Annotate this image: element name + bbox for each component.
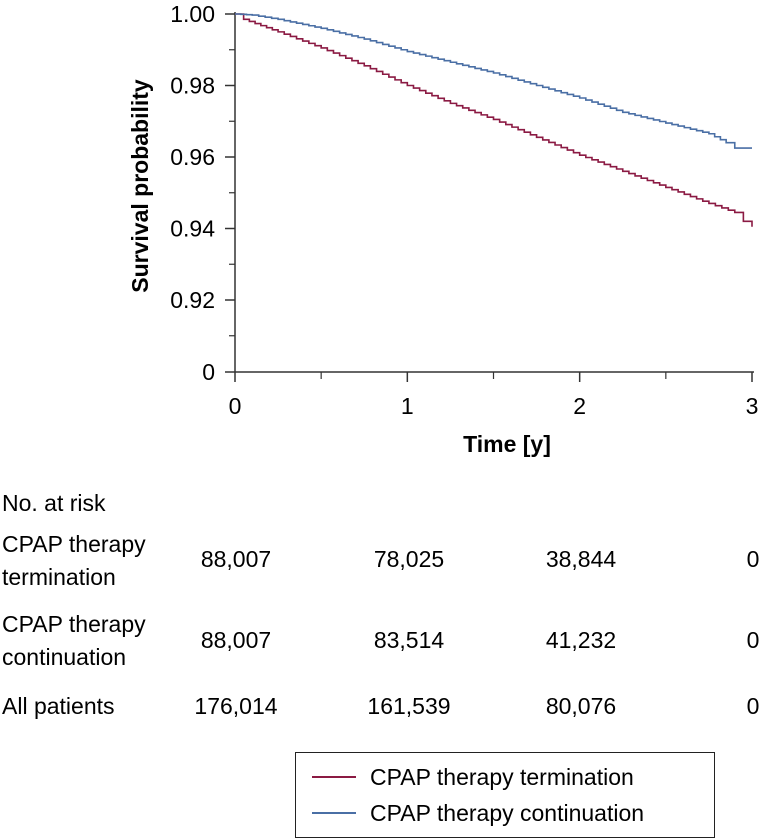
risk-value-t2: 38,844 <box>545 546 617 572</box>
risk-value-t1: 83,514 <box>373 627 445 653</box>
series-line-continuation <box>235 13 752 149</box>
risk-row-label: CPAP therapy <box>2 531 146 557</box>
risk-value-t3: 0 <box>746 546 760 572</box>
legend-item-termination: CPAP therapy termination <box>296 759 634 795</box>
y-tick-label: 0.98 <box>170 73 215 99</box>
risk-table-header: No. at risk <box>2 490 106 516</box>
risk-value-t1: 78,025 <box>373 546 445 572</box>
legend-item-continuation: CPAP therapy continuation <box>296 795 644 831</box>
risk-value-t1: 161,539 <box>367 693 451 719</box>
risk-row-label: CPAP therapy <box>2 611 146 637</box>
risk-row-label-cont: termination <box>2 564 116 590</box>
series-line-termination <box>235 13 753 227</box>
risk-row-label: All patients <box>2 693 115 719</box>
y-axis-title: Survival probability <box>127 79 153 293</box>
risk-value-t2: 41,232 <box>545 627 617 653</box>
risk-value-t0: 176,014 <box>194 693 278 719</box>
risk-value-t2: 80,076 <box>545 693 617 719</box>
x-tick-label: 3 <box>746 393 759 419</box>
y-tick-label-zero: 0 <box>202 359 215 385</box>
y-tick-label: 0.96 <box>170 144 215 170</box>
risk-value-t3: 0 <box>746 693 760 719</box>
legend-swatch-termination <box>312 776 356 778</box>
chart-series-layer <box>235 13 753 227</box>
legend-label-continuation: CPAP therapy continuation <box>370 799 645 826</box>
chart-axes: 1.00 0.98 0.96 0.94 0.92 00 1 2 3 <box>170 1 758 419</box>
risk-value-t0: 88,007 <box>200 546 272 572</box>
risk-value-t3: 0 <box>746 627 760 653</box>
chart-labels-layer: Time [y] Survival probability <box>127 79 551 457</box>
x-tick-label: 2 <box>573 393 586 419</box>
survival-chart: 1.00 0.98 0.96 0.94 0.92 00 1 2 3 Time [y] Survi… <box>127 1 758 457</box>
chart-legend: CPAP therapy termination CPAP therapy co… <box>295 752 715 838</box>
risk-row-label-cont: continuation <box>2 644 127 670</box>
y-tick-label: 1.00 <box>170 1 215 27</box>
legend-swatch-continuation <box>312 812 356 814</box>
x-tick-label: 1 <box>401 393 414 419</box>
legend-label-termination: CPAP therapy termination <box>370 763 634 790</box>
risk-value-t0: 88,007 <box>200 627 272 653</box>
y-tick-label: 0.92 <box>170 287 215 313</box>
x-tick-label: 0 <box>229 393 242 419</box>
y-tick-label: 0.94 <box>170 216 215 242</box>
x-axis-title: Time [y] <box>463 431 551 457</box>
